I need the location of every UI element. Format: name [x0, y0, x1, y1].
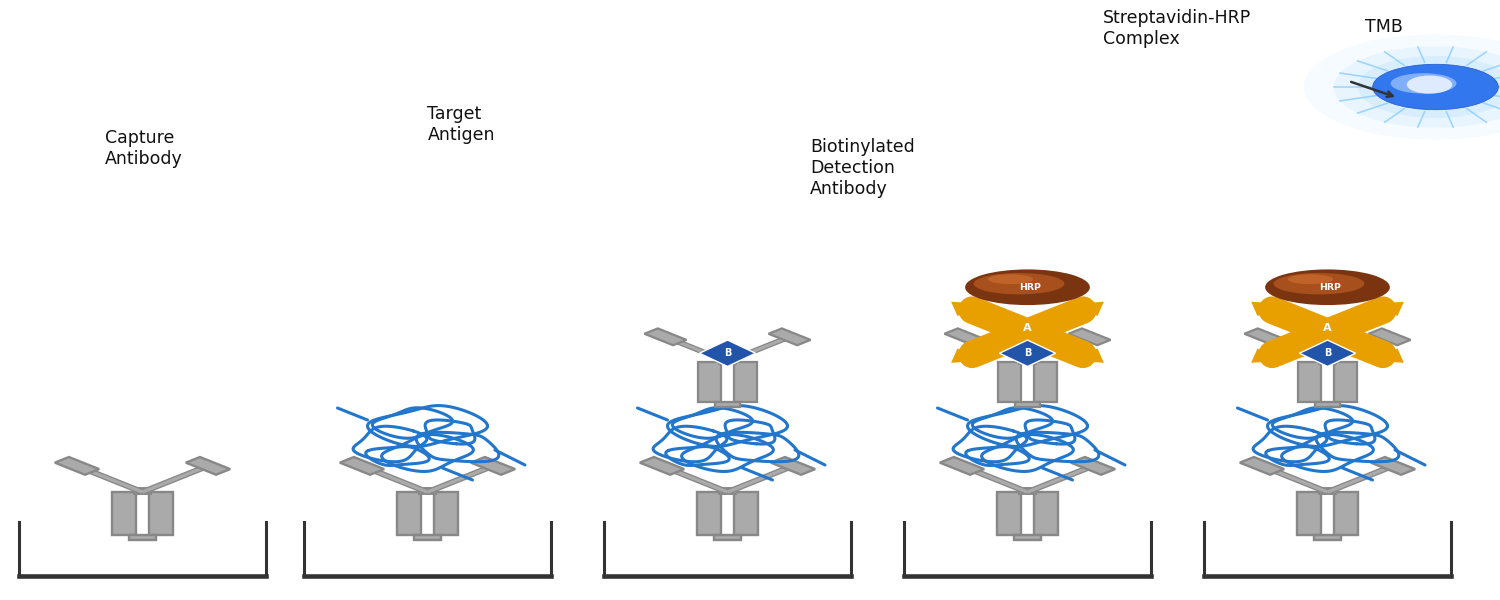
FancyBboxPatch shape [134, 488, 152, 494]
FancyBboxPatch shape [435, 492, 459, 535]
Ellipse shape [974, 273, 1065, 295]
Ellipse shape [1274, 273, 1365, 295]
Polygon shape [1299, 340, 1356, 367]
Ellipse shape [1390, 73, 1456, 94]
Polygon shape [471, 457, 514, 475]
FancyBboxPatch shape [1334, 362, 1356, 402]
FancyBboxPatch shape [1318, 488, 1336, 494]
Polygon shape [1071, 457, 1114, 475]
Circle shape [1304, 34, 1500, 140]
FancyBboxPatch shape [1335, 492, 1359, 535]
Circle shape [1407, 76, 1452, 94]
Polygon shape [1251, 302, 1287, 316]
FancyBboxPatch shape [1020, 358, 1035, 364]
FancyBboxPatch shape [720, 358, 735, 364]
FancyBboxPatch shape [734, 362, 756, 402]
Polygon shape [186, 457, 230, 475]
Polygon shape [1251, 349, 1287, 363]
Polygon shape [771, 457, 814, 475]
Circle shape [1358, 56, 1500, 118]
FancyBboxPatch shape [111, 492, 135, 535]
FancyBboxPatch shape [414, 535, 441, 540]
FancyBboxPatch shape [1014, 402, 1041, 407]
Text: HRP: HRP [1320, 283, 1341, 292]
FancyBboxPatch shape [718, 488, 736, 494]
FancyBboxPatch shape [1296, 492, 1320, 535]
FancyBboxPatch shape [1035, 492, 1059, 535]
Polygon shape [1368, 302, 1404, 316]
Circle shape [1334, 46, 1500, 128]
Polygon shape [1068, 349, 1104, 363]
FancyBboxPatch shape [999, 362, 1022, 402]
Polygon shape [645, 328, 687, 345]
Text: TMB: TMB [1365, 18, 1402, 36]
FancyBboxPatch shape [129, 535, 156, 540]
Text: Biotinylated
Detection
Antibody: Biotinylated Detection Antibody [810, 139, 915, 198]
Polygon shape [1368, 328, 1410, 345]
Text: Target
Antigen: Target Antigen [427, 105, 495, 144]
FancyBboxPatch shape [1314, 402, 1341, 407]
FancyBboxPatch shape [1019, 488, 1036, 494]
Ellipse shape [1264, 269, 1390, 305]
Text: Capture
Antibody: Capture Antibody [105, 129, 183, 168]
FancyBboxPatch shape [396, 492, 420, 535]
Ellipse shape [1288, 274, 1334, 284]
FancyBboxPatch shape [1314, 535, 1341, 540]
FancyBboxPatch shape [1034, 362, 1056, 402]
Text: B: B [1024, 348, 1030, 358]
Polygon shape [699, 340, 756, 367]
Polygon shape [768, 328, 810, 345]
FancyBboxPatch shape [1299, 362, 1322, 402]
Text: HRP: HRP [1020, 283, 1041, 292]
Polygon shape [340, 457, 384, 475]
Polygon shape [1068, 328, 1110, 345]
Text: B: B [1324, 348, 1330, 358]
FancyBboxPatch shape [150, 492, 174, 535]
Polygon shape [999, 340, 1056, 367]
FancyBboxPatch shape [1320, 358, 1335, 364]
Polygon shape [56, 457, 99, 475]
FancyBboxPatch shape [714, 535, 741, 540]
Polygon shape [940, 457, 984, 475]
Text: B: B [724, 348, 730, 358]
FancyBboxPatch shape [696, 492, 720, 535]
Polygon shape [1368, 349, 1404, 363]
FancyBboxPatch shape [1014, 535, 1041, 540]
Text: Streptavidin-HRP
Complex: Streptavidin-HRP Complex [1102, 9, 1251, 48]
Polygon shape [640, 457, 684, 475]
Ellipse shape [988, 274, 1033, 284]
FancyBboxPatch shape [419, 488, 436, 494]
Polygon shape [1245, 328, 1287, 345]
Polygon shape [951, 349, 987, 363]
Polygon shape [1371, 457, 1414, 475]
Text: A: A [1323, 323, 1332, 333]
Polygon shape [951, 302, 987, 316]
Polygon shape [1068, 302, 1104, 316]
Ellipse shape [964, 269, 1090, 305]
Polygon shape [1240, 457, 1284, 475]
FancyBboxPatch shape [996, 492, 1020, 535]
Ellipse shape [1372, 64, 1498, 110]
Polygon shape [945, 328, 987, 345]
Text: A: A [1023, 323, 1032, 333]
FancyBboxPatch shape [714, 402, 741, 407]
FancyBboxPatch shape [735, 492, 759, 535]
FancyBboxPatch shape [699, 362, 721, 402]
